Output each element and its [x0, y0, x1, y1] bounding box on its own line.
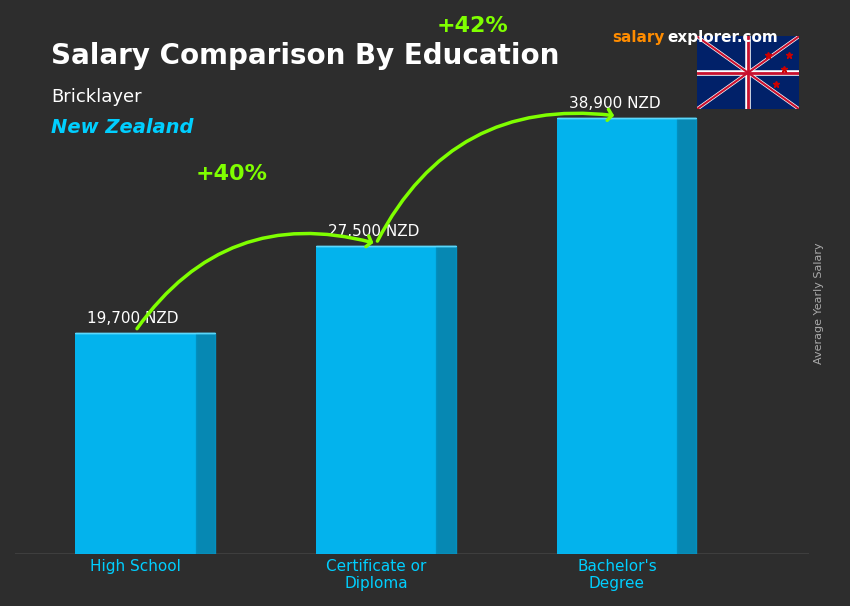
Text: Bricklayer: Bricklayer [51, 88, 142, 106]
Text: Average Yearly Salary: Average Yearly Salary [814, 242, 824, 364]
Polygon shape [436, 246, 456, 554]
Text: 38,900 NZD: 38,900 NZD [569, 96, 660, 112]
Text: salary: salary [612, 30, 665, 45]
Bar [316, 246, 436, 554]
Text: +42%: +42% [437, 16, 508, 36]
Polygon shape [677, 118, 696, 554]
Text: 19,700 NZD: 19,700 NZD [88, 311, 178, 327]
Polygon shape [196, 333, 215, 554]
Text: Salary Comparison By Education: Salary Comparison By Education [51, 42, 559, 70]
Bar [75, 333, 196, 554]
Text: New Zealand: New Zealand [51, 118, 194, 137]
Text: +40%: +40% [196, 164, 268, 184]
Bar [557, 118, 677, 554]
Text: explorer.com: explorer.com [667, 30, 778, 45]
Polygon shape [697, 36, 799, 109]
Text: 27,500 NZD: 27,500 NZD [328, 224, 419, 239]
